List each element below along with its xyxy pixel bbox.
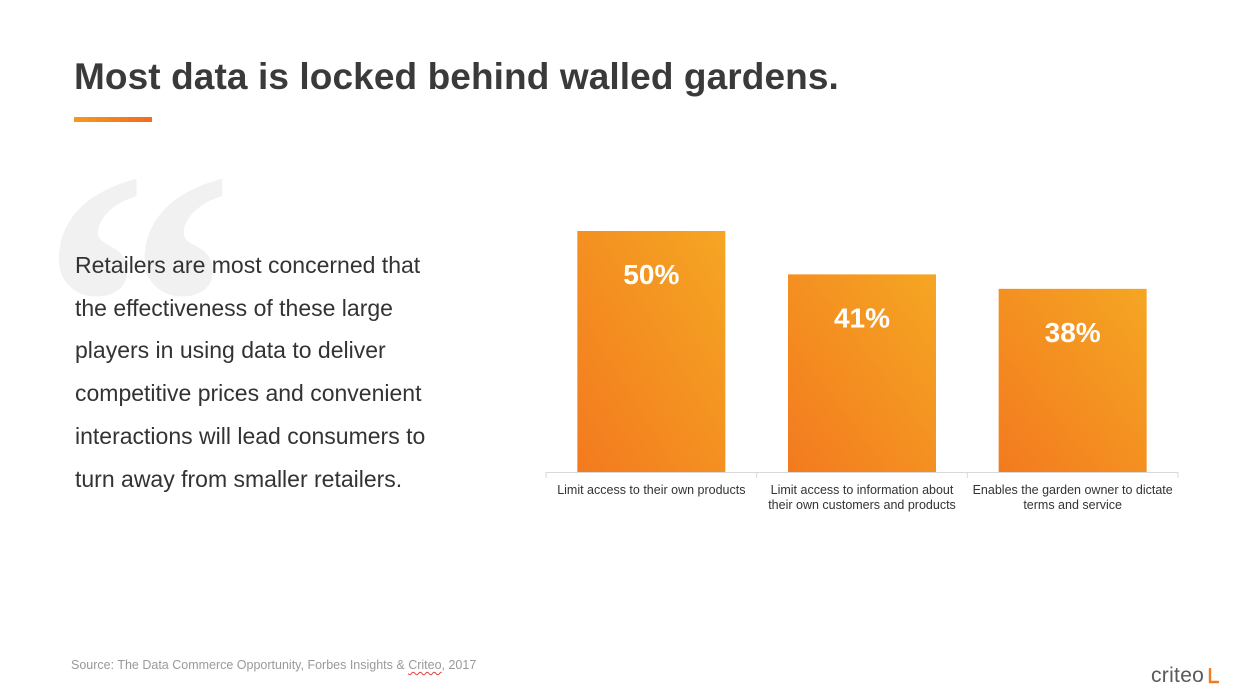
category-label: Enables the garden owner to dictate: [973, 483, 1173, 497]
quote-line: competitive prices and convenient: [75, 380, 422, 407]
bar: [998, 288, 1147, 472]
source-note: Source: The Data Commerce Opportunity, F…: [71, 658, 476, 672]
quote-text: Retailers are most concerned that the ef…: [75, 244, 475, 500]
quote-line: turn away from smaller retailers.: [75, 465, 403, 492]
page-title: Most data is locked behind walled garden…: [74, 56, 839, 97]
bar-value-label: 50%: [623, 259, 679, 290]
category-label: Limit access to their own products: [557, 483, 745, 497]
source-prefix: Source: The Data Commerce Opportunity, F…: [71, 658, 409, 672]
category-label: terms and service: [1023, 498, 1122, 512]
quote-line: players in using data to deliver: [75, 337, 386, 364]
quote-line: interactions will lead consumers to: [75, 422, 426, 449]
source-brand: Criteo: [408, 658, 442, 672]
bar: [788, 274, 936, 472]
source-suffix: , 2017: [441, 658, 477, 672]
quote-mark-icon: “: [40, 91, 235, 523]
quote-line: Retailers are most concerned that: [75, 252, 421, 278]
criteo-logo: criteo: [1151, 664, 1205, 687]
category-label: Limit access to information about: [771, 483, 954, 497]
logo-mark-icon: [1208, 668, 1219, 684]
quote-line: the effectiveness of these large: [75, 294, 393, 321]
bar-value-label: 38%: [1045, 317, 1101, 348]
bar: [577, 231, 726, 472]
title-accent-rule: [74, 117, 152, 122]
category-label: their own customers and products: [768, 498, 956, 512]
bar-value-label: 41%: [834, 302, 890, 333]
